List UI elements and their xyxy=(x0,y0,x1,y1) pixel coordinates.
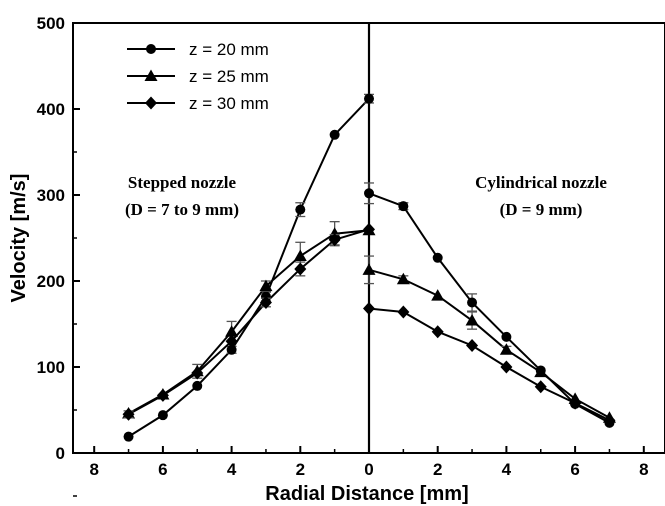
y-tick-label: 200 xyxy=(37,272,65,291)
data-point xyxy=(122,407,135,421)
annotations: Stepped nozzle (D = 7 to 9 mm) Cylindric… xyxy=(125,173,607,219)
circle-marker-icon xyxy=(146,44,156,54)
diamond-marker-icon xyxy=(145,96,157,110)
circle-marker-shape xyxy=(146,44,156,54)
diamond-marker-shape xyxy=(145,96,157,110)
panel-cylindrical-nozzle xyxy=(362,182,616,428)
series-layer xyxy=(122,93,616,442)
data-point xyxy=(603,413,616,427)
legend-entry-z20: z = 20 mm xyxy=(127,40,269,59)
data-point xyxy=(157,410,168,421)
data-point xyxy=(294,262,307,276)
data-point xyxy=(467,297,478,308)
data-point xyxy=(466,339,479,352)
x-tick-label: 6 xyxy=(158,460,167,479)
legend: z = 20 mm z = 25 mm z = 30 mm xyxy=(127,40,269,113)
data-point xyxy=(328,233,341,247)
series-circle xyxy=(123,93,374,442)
x-tick-label: 2 xyxy=(296,460,305,479)
legend-label-z25: z = 25 mm xyxy=(189,67,269,86)
series-line xyxy=(368,192,610,424)
data-point xyxy=(362,263,376,275)
y-tick-label: 500 xyxy=(37,14,65,33)
x-tick-label: 4 xyxy=(502,460,512,479)
data-point xyxy=(329,129,340,140)
data-point xyxy=(534,365,548,378)
x-tick-label: 8 xyxy=(89,460,98,479)
x-tick-label: 0 xyxy=(364,460,373,479)
axes: 0 100 200 300 400 500 8 6 4 2 0 2 4 6 8 xyxy=(37,14,649,497)
data-point xyxy=(191,366,204,380)
data-point xyxy=(293,249,307,262)
data-point xyxy=(398,201,409,212)
x-tick-label: 2 xyxy=(433,460,442,479)
data-point xyxy=(465,314,479,326)
data-point xyxy=(363,222,375,236)
data-point xyxy=(431,289,445,301)
annotation-stepped-nozzle: Stepped nozzle xyxy=(128,173,237,192)
series-line xyxy=(128,97,370,438)
y-axis-title: Velocity [m/s] xyxy=(8,174,30,303)
series-line xyxy=(368,268,610,419)
y-tick-label: 300 xyxy=(37,186,65,205)
series-line xyxy=(368,307,610,422)
data-point xyxy=(396,272,410,285)
y-tick-label: 400 xyxy=(37,100,65,119)
legend-label-z30: z = 30 mm xyxy=(189,94,269,113)
data-point xyxy=(259,296,272,309)
data-point xyxy=(364,188,374,199)
data-point xyxy=(259,279,273,292)
annotation-stepped-diameter: (D = 7 to 9 mm) xyxy=(125,200,239,219)
series-triangle xyxy=(362,255,616,423)
y-tick-label: 100 xyxy=(37,358,65,377)
x-axis-title: Radial Distance [mm] xyxy=(265,483,468,505)
data-point xyxy=(156,388,169,402)
x-tick-label: 6 xyxy=(570,460,579,479)
data-point xyxy=(225,325,239,337)
x-tick-label: 8 xyxy=(639,460,648,479)
data-point xyxy=(500,360,513,374)
triangle-marker-icon xyxy=(144,69,158,81)
data-point xyxy=(569,396,582,410)
legend-entry-z25: z = 25 mm xyxy=(127,67,269,86)
triangle-marker-shape xyxy=(144,69,158,81)
y-tick-label: 0 xyxy=(56,444,65,463)
data-point xyxy=(432,252,443,263)
data-point xyxy=(123,431,134,442)
data-point xyxy=(397,305,410,319)
series-diamond xyxy=(363,302,616,427)
data-point xyxy=(363,302,375,316)
annotation-cylindrical-nozzle: Cylindrical nozzle xyxy=(475,173,607,192)
series-triangle xyxy=(122,221,376,419)
data-point xyxy=(431,325,444,339)
annotation-cylindrical-diameter: (D = 9 mm) xyxy=(500,200,583,219)
data-point xyxy=(328,227,342,239)
data-point xyxy=(499,343,513,355)
legend-label-z20: z = 20 mm xyxy=(189,40,269,59)
data-point xyxy=(501,331,512,342)
plot-area xyxy=(72,22,665,454)
data-point xyxy=(534,380,547,394)
panel-stepped-nozzle xyxy=(122,93,376,442)
legend-entry-z30: z = 30 mm xyxy=(127,94,269,113)
series-diamond xyxy=(122,222,375,421)
series-circle xyxy=(364,182,615,428)
series-line xyxy=(128,228,370,416)
data-point xyxy=(192,380,203,391)
data-point xyxy=(226,344,237,355)
data-point xyxy=(225,334,238,348)
data-point xyxy=(295,204,306,215)
data-point xyxy=(364,93,374,104)
x-tick-label: 4 xyxy=(227,460,237,479)
